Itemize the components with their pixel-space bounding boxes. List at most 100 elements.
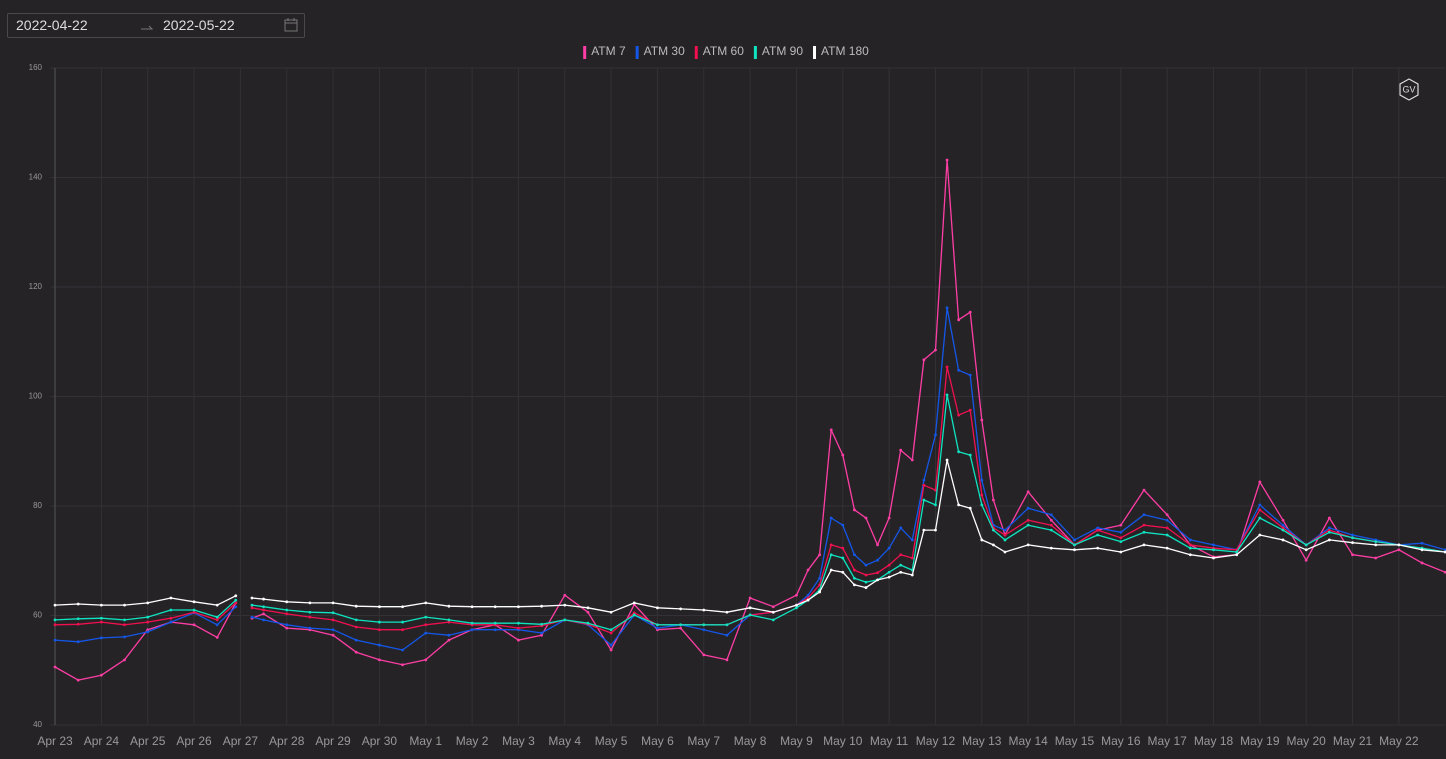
data-point <box>493 621 497 625</box>
data-point <box>899 570 903 574</box>
data-point <box>1096 533 1100 537</box>
data-point <box>262 597 265 601</box>
data-point <box>401 648 404 652</box>
data-point <box>922 478 926 482</box>
data-point <box>1235 553 1239 557</box>
data-point <box>1142 488 1146 492</box>
legend-label: ATM 180 <box>821 44 869 58</box>
data-point <box>725 623 729 627</box>
calendar-icon[interactable] <box>284 18 298 32</box>
x-tick-label: May 16 <box>1101 734 1141 748</box>
data-point <box>517 638 520 642</box>
data-point <box>980 493 984 497</box>
data-point <box>980 478 984 482</box>
x-tick-label: May 12 <box>916 734 956 748</box>
data-point <box>215 636 219 639</box>
data-point <box>1304 558 1308 562</box>
data-point <box>980 503 984 507</box>
data-point <box>540 633 543 637</box>
end-date[interactable]: 2022-05-22 <box>163 17 235 33</box>
data-point <box>1119 540 1123 543</box>
x-tick-label: Apr 27 <box>223 734 259 748</box>
data-point <box>1165 546 1169 550</box>
x-tick-label: May 6 <box>641 734 674 748</box>
data-point <box>852 583 856 587</box>
data-point <box>1142 530 1146 534</box>
data-point <box>702 623 706 627</box>
data-point <box>1049 528 1053 532</box>
data-point <box>99 673 103 677</box>
data-point <box>1096 528 1100 532</box>
data-point <box>899 526 903 530</box>
data-point <box>1003 528 1007 532</box>
data-point <box>1212 548 1215 552</box>
data-point <box>354 650 358 654</box>
data-point <box>679 626 683 630</box>
data-point <box>76 678 80 682</box>
data-point <box>378 628 381 632</box>
data-point <box>99 636 103 640</box>
data-point <box>1420 561 1424 565</box>
data-point <box>957 413 961 417</box>
data-point <box>632 601 636 605</box>
date-range-picker[interactable]: 2022-04-22 2022-05-22 <box>7 13 305 38</box>
data-point <box>818 590 822 594</box>
data-point <box>169 596 173 600</box>
data-point <box>934 528 937 532</box>
data-point <box>424 658 428 662</box>
data-point <box>609 631 613 635</box>
data-point <box>424 623 428 627</box>
data-point <box>609 643 613 647</box>
data-point <box>922 358 926 362</box>
data-point <box>609 648 613 652</box>
data-point <box>829 428 833 432</box>
data-point <box>378 620 381 624</box>
data-point <box>146 620 150 624</box>
data-point <box>401 663 404 667</box>
data-point <box>331 633 335 637</box>
legend-label: ATM 90 <box>762 44 803 58</box>
data-point <box>829 543 833 547</box>
data-point <box>234 601 238 605</box>
data-point <box>1026 518 1030 522</box>
data-point <box>609 628 613 632</box>
data-point <box>1351 541 1354 545</box>
data-point <box>795 603 798 607</box>
x-tick-label: May 2 <box>456 734 489 748</box>
data-point <box>308 615 312 619</box>
start-date[interactable]: 2022-04-22 <box>16 17 88 33</box>
data-point <box>1073 548 1076 552</box>
data-point <box>852 568 856 572</box>
data-point <box>517 626 520 630</box>
data-point <box>968 408 972 412</box>
data-point <box>841 570 845 574</box>
legend-label: ATM 60 <box>703 44 744 58</box>
data-point <box>609 610 613 614</box>
data-point <box>876 558 879 562</box>
data-point <box>841 546 845 550</box>
data-point <box>1049 518 1053 522</box>
data-point <box>146 628 150 632</box>
legend-label: ATM 7 <box>591 44 626 58</box>
data-point <box>470 621 474 625</box>
data-point <box>1443 548 1446 552</box>
data-point <box>725 658 729 662</box>
data-point <box>99 616 103 620</box>
data-point <box>470 628 474 632</box>
data-point <box>378 605 381 609</box>
data-point <box>447 618 451 622</box>
data-point <box>285 623 289 627</box>
x-tick-label: May 4 <box>548 734 581 748</box>
data-point <box>910 458 914 462</box>
data-point <box>968 506 972 510</box>
data-point <box>586 610 590 614</box>
data-point <box>922 483 926 487</box>
data-point <box>841 453 845 457</box>
data-point <box>99 620 103 624</box>
data-point <box>887 570 891 574</box>
y-tick-label: 60 <box>33 611 42 620</box>
data-point <box>378 643 381 647</box>
data-point <box>285 600 289 604</box>
data-point <box>991 528 995 532</box>
data-point <box>169 616 173 620</box>
